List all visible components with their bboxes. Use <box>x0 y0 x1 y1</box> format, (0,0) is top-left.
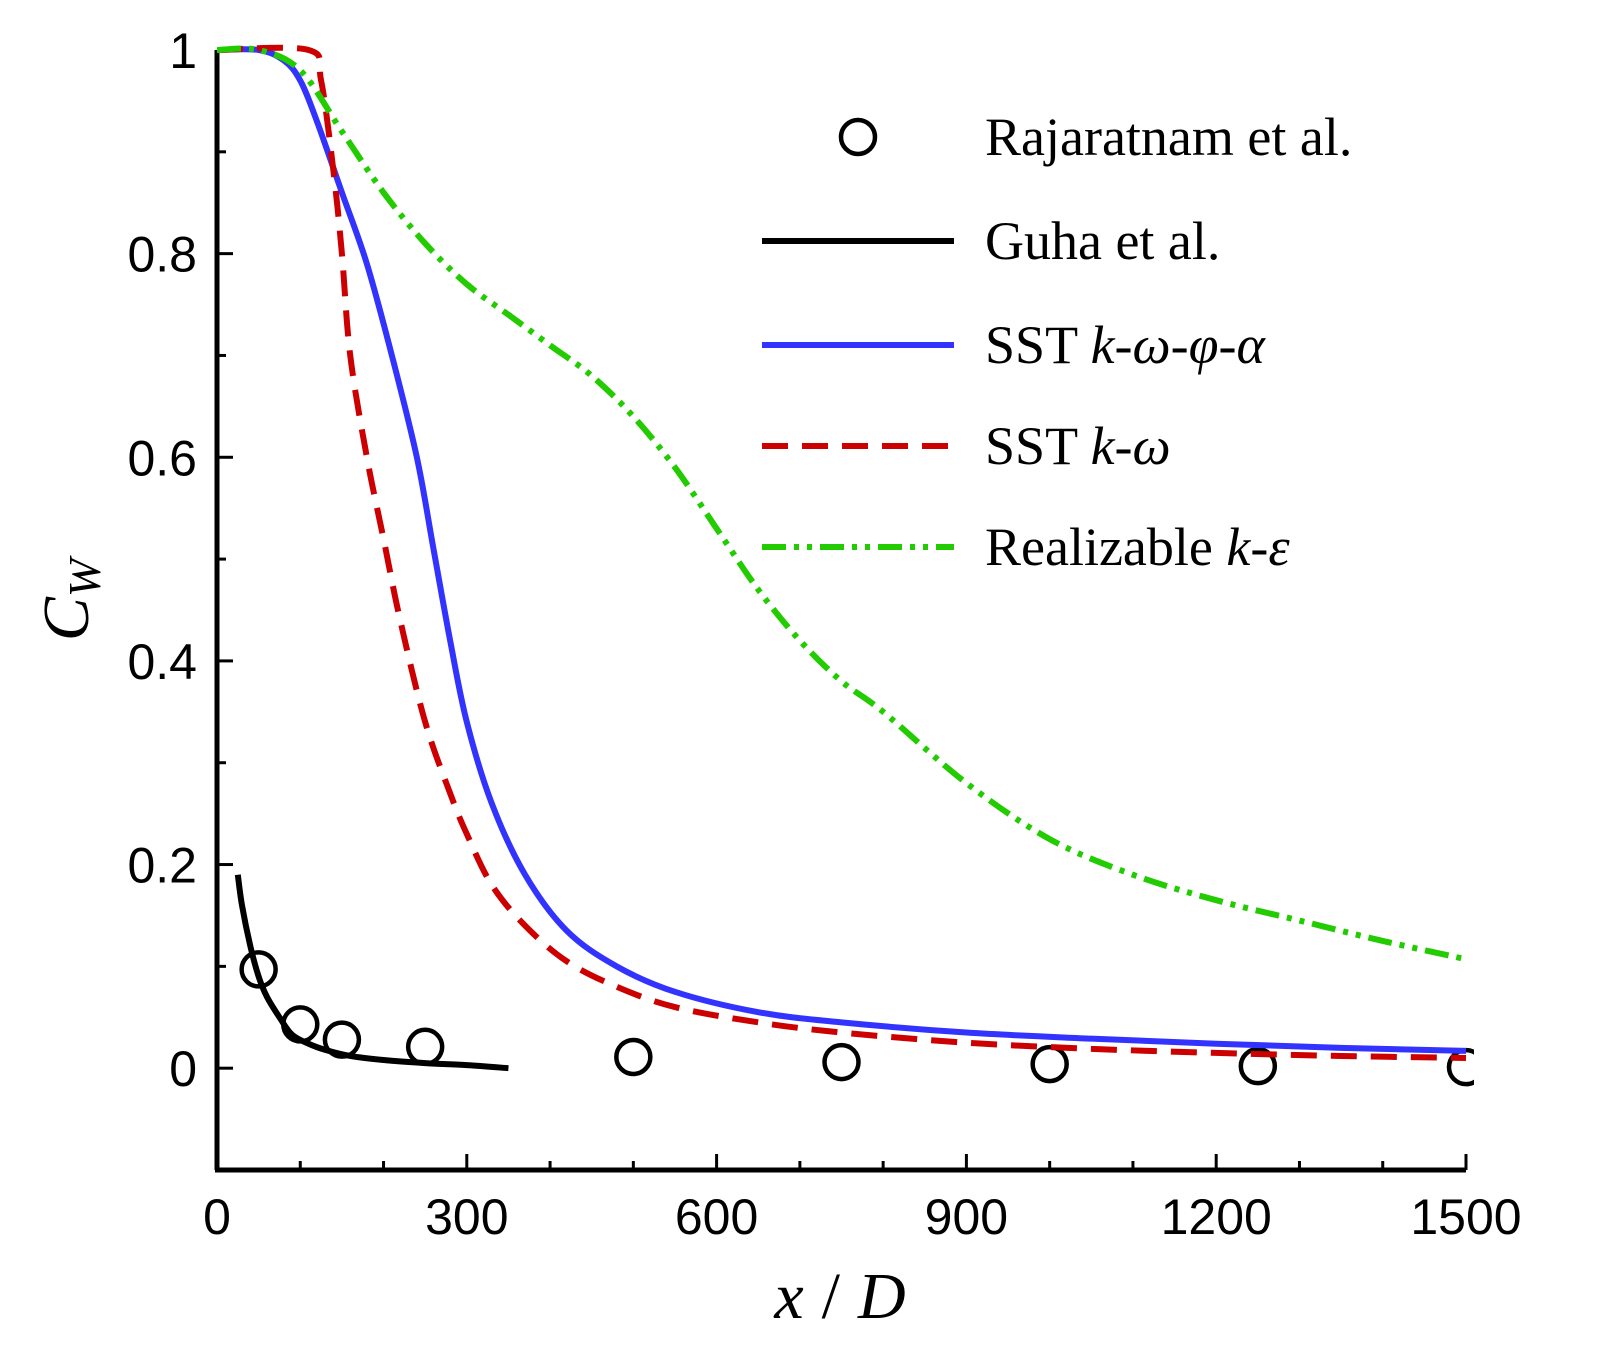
data-point-rajaratnam-et-al <box>614 1037 653 1077</box>
legend-item: SST k-ω <box>762 416 1171 476</box>
x-tick-label: 1500 <box>1410 1189 1521 1245</box>
legend-label-italic: k-ε <box>1226 517 1290 577</box>
data-point-rajaratnam-et-al <box>281 1005 320 1044</box>
y-ticks: 0 0.2 0.4 0.6 0.8 1 <box>127 23 233 1172</box>
y-tick-label: 0 <box>169 1041 197 1097</box>
series-layer <box>216 44 1474 1087</box>
x-tick-label: 900 <box>925 1189 1008 1245</box>
legend-label-italic: k-ω <box>1091 416 1171 476</box>
series-line-sst-k <box>216 44 1467 1061</box>
legend-label-italic: k-ω-φ-α <box>1091 315 1267 375</box>
x-axis-label-sep: / <box>822 1260 841 1333</box>
x-ticks: 0 300 600 900 1200 1500 <box>203 1154 1522 1245</box>
x-tick-label: 600 <box>675 1189 758 1245</box>
y-axis-label-main: C <box>30 596 103 641</box>
series-line-sst-k <box>216 46 1467 1054</box>
legend-label-plain: SST <box>985 416 1091 476</box>
legend-item: Rajaratnam et al. <box>838 107 1352 167</box>
y-tick-label: 0.4 <box>127 634 197 690</box>
data-point-rajaratnam-et-al <box>239 950 278 989</box>
legend-marker <box>838 117 878 157</box>
series-line-realizable-k <box>216 45 1467 963</box>
legend-item: Realizable k-ε <box>762 517 1290 577</box>
data-point-rajaratnam-et-al <box>822 1042 861 1082</box>
x-tick-label: 1200 <box>1161 1189 1272 1245</box>
y-axis-label: CW <box>30 555 110 641</box>
legend-label: Guha et al. <box>985 211 1220 271</box>
x-tick-label: 0 <box>203 1189 231 1245</box>
legend: Rajaratnam et al.Guha et al.SST k-ω-φ-αS… <box>762 107 1352 577</box>
legend-label: Rajaratnam et al. <box>985 107 1352 167</box>
x-axis-label: x / D <box>773 1260 905 1333</box>
series-line-guha-et-al <box>234 874 509 1072</box>
legend-item: SST k-ω-φ-α <box>762 315 1266 375</box>
legend-label: Realizable k-ε <box>985 517 1290 577</box>
legend-label-plain: Realizable <box>985 517 1226 577</box>
legend-label: SST k-ω-φ-α <box>985 315 1266 375</box>
plot-frame <box>214 50 1466 1173</box>
y-tick-label: 0.6 <box>127 430 197 486</box>
legend-item: Guha et al. <box>762 211 1220 271</box>
legend-label: SST k-ω <box>985 416 1171 476</box>
data-point-rajaratnam-et-al <box>1030 1044 1069 1084</box>
y-tick-label: 0.8 <box>127 227 197 283</box>
x-tick-label: 300 <box>425 1189 508 1245</box>
legend-label-plain: SST <box>985 315 1091 375</box>
x-axis-label-denom: D <box>857 1260 906 1333</box>
data-point-rajaratnam-et-al <box>405 1027 445 1067</box>
y-tick-label: 1 <box>169 23 197 79</box>
x-axis-label-var: x <box>773 1260 803 1333</box>
y-tick-label: 0.2 <box>127 838 197 894</box>
data-point-rajaratnam-et-al <box>1238 1046 1278 1086</box>
y-axis-label-sub: W <box>59 555 110 597</box>
